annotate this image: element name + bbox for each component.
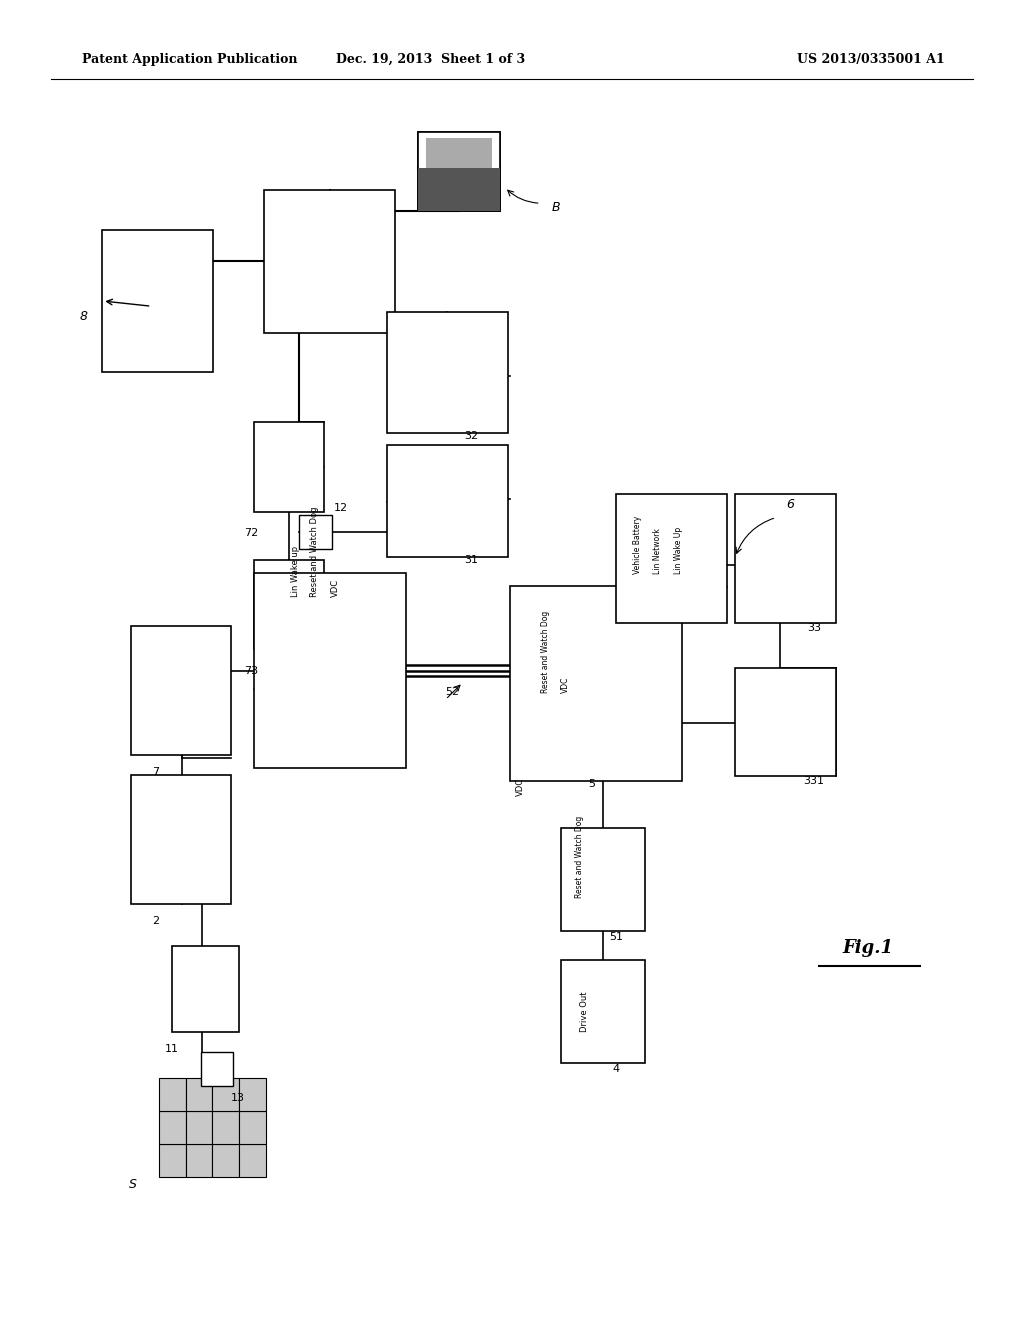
Text: 51: 51 [609,932,624,942]
Text: 12: 12 [334,503,348,513]
Bar [418,168,500,211]
Text: B: B [552,201,560,214]
Text: 52: 52 [445,686,460,697]
Text: 11: 11 [165,1044,179,1055]
Text: Reset and Watch Dog: Reset and Watch Dog [541,611,550,693]
Bar [159,1111,185,1144]
Bar [254,422,324,512]
Text: Lin Network: Lin Network [653,528,663,574]
Bar [264,190,395,333]
Bar [387,445,508,557]
Text: 73: 73 [244,665,258,676]
Bar [240,1111,266,1144]
Bar [159,1144,185,1177]
Bar [418,132,500,211]
Bar [201,1052,233,1086]
Bar [299,515,332,549]
Text: 7: 7 [153,767,159,777]
Text: Fig.1: Fig.1 [843,939,894,957]
Bar [213,1078,240,1111]
Bar [426,137,492,168]
Bar [418,132,500,211]
Text: 8: 8 [80,310,88,323]
Bar [185,1078,213,1111]
Text: 331: 331 [804,776,824,787]
Text: Lin Wake up: Lin Wake up [291,545,300,597]
Text: Reset and Watch Dog: Reset and Watch Dog [575,816,585,898]
Bar [561,960,645,1063]
Text: 72: 72 [244,528,258,539]
Bar [735,494,836,623]
Bar [561,828,645,931]
Bar [102,230,213,372]
Bar [213,1111,240,1144]
Text: US 2013/0335001 A1: US 2013/0335001 A1 [797,53,944,66]
Text: S: S [129,1177,137,1191]
Text: Dec. 19, 2013  Sheet 1 of 3: Dec. 19, 2013 Sheet 1 of 3 [336,53,524,66]
Text: VDC: VDC [516,777,525,796]
Text: Lin Wake Up: Lin Wake Up [674,527,683,574]
Text: 33: 33 [807,623,821,634]
Text: 5: 5 [589,779,595,789]
Bar [240,1144,266,1177]
Bar [213,1144,240,1177]
Text: Reset and Watch Dog: Reset and Watch Dog [310,506,319,597]
Text: Vehicle Battery: Vehicle Battery [633,516,642,574]
Bar [159,1078,185,1111]
Bar [185,1144,213,1177]
Bar [510,586,682,781]
Bar [185,1111,213,1144]
Bar [387,312,508,433]
Text: 6: 6 [786,498,795,511]
Text: 2: 2 [153,916,159,927]
Bar [254,560,324,649]
Bar [131,626,231,755]
Bar [172,946,239,1032]
Text: 32: 32 [464,430,478,441]
Bar [254,573,406,768]
Bar [616,494,727,623]
Text: 31: 31 [464,554,478,565]
Bar [131,775,231,904]
Text: Patent Application Publication: Patent Application Publication [82,53,297,66]
Text: VDC: VDC [331,578,340,597]
Bar [240,1078,266,1111]
Text: VDC: VDC [561,677,570,693]
Text: 4: 4 [613,1064,620,1074]
Text: Drive Out: Drive Out [580,991,589,1032]
Text: 13: 13 [230,1093,245,1104]
Bar [735,668,836,776]
